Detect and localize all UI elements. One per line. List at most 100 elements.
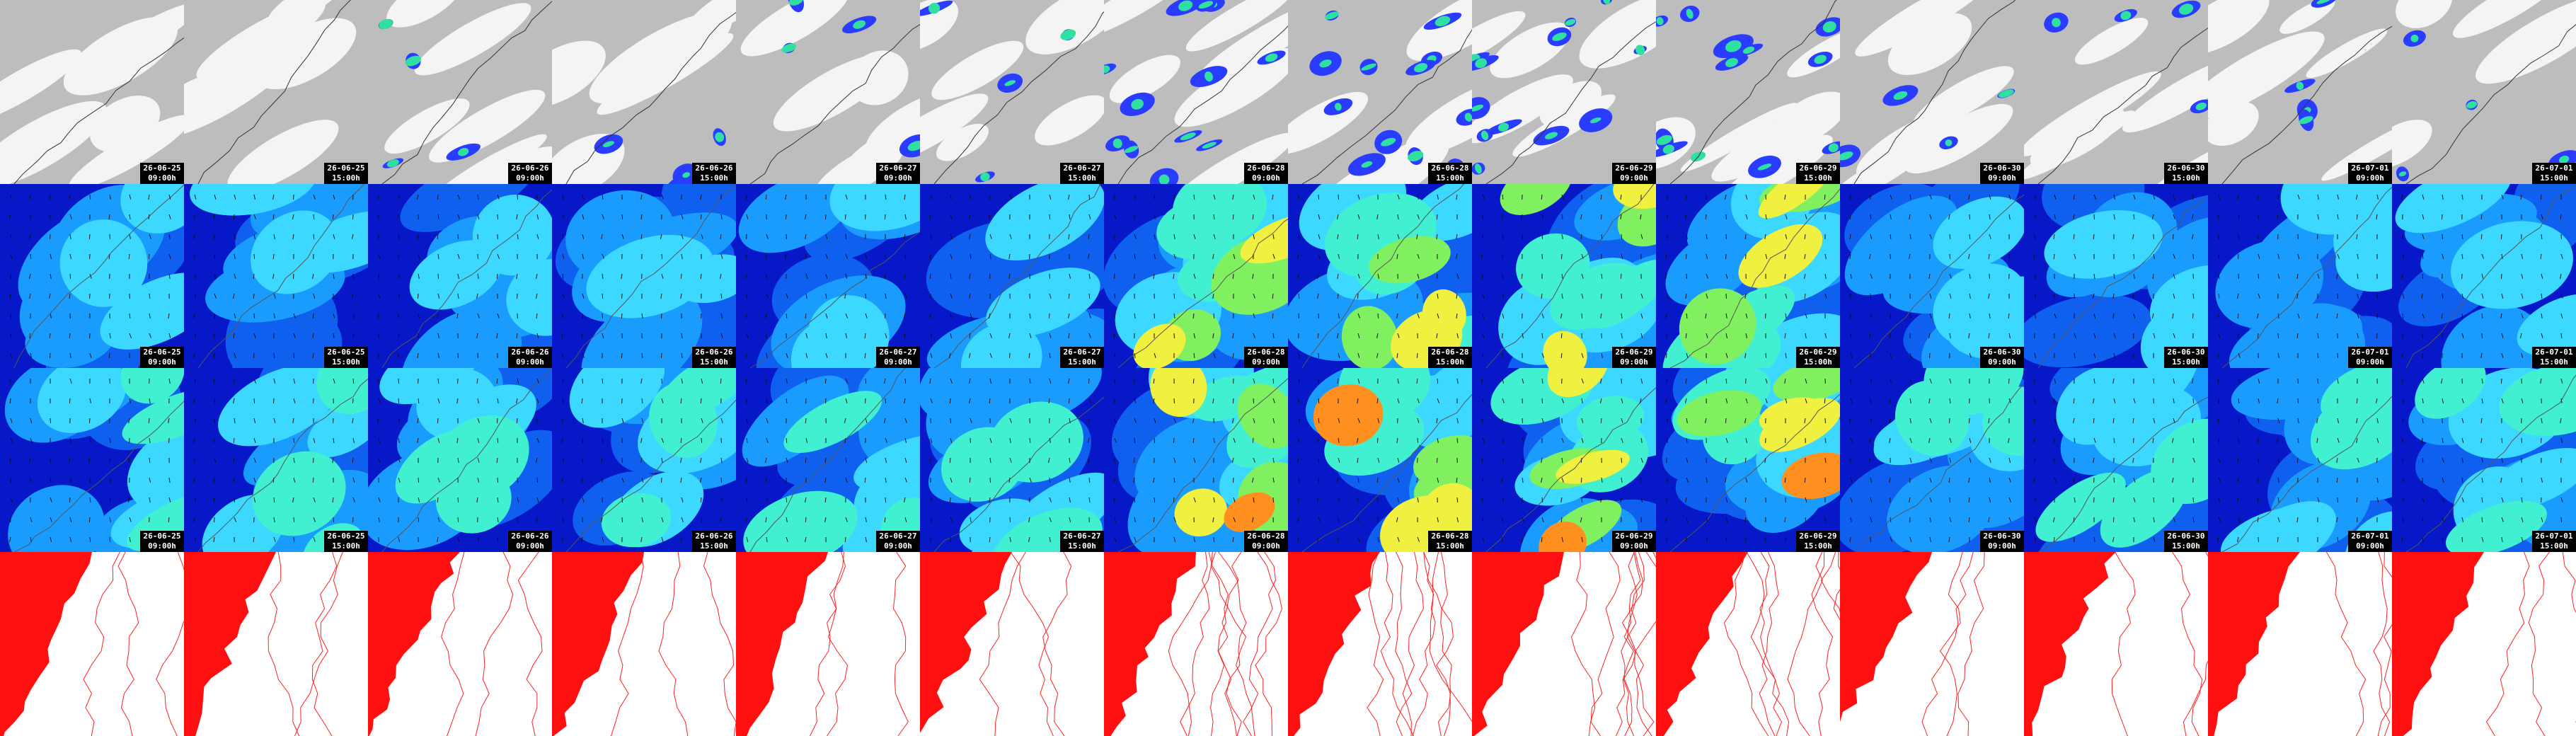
- wind-field: [2517, 294, 2576, 356]
- time-label: 09:00h: [148, 541, 176, 551]
- wind-field: [8, 485, 105, 552]
- wind-arrow: [437, 234, 439, 240]
- wind-arrow: [457, 214, 460, 219]
- wind-arrow: [950, 517, 953, 522]
- isobar: [1590, 552, 1621, 736]
- wind-arrow: [1113, 457, 1115, 464]
- wind-arrow: [2133, 398, 2136, 403]
- wind-arrow: [352, 477, 355, 483]
- wind-field: [1613, 184, 1656, 209]
- wind-arrow: [1069, 273, 1071, 279]
- wind-arrow: [2173, 214, 2175, 219]
- wind-arrow: [2112, 536, 2115, 542]
- wind-arrow: [2113, 194, 2115, 200]
- wind-arrow: [2277, 398, 2279, 403]
- wind-arrow: [2521, 352, 2524, 358]
- wind-field: [2280, 184, 2392, 235]
- wind-arrow: [2113, 333, 2116, 338]
- wind-arrow: [1437, 313, 1439, 318]
- isobar: [1957, 552, 1985, 736]
- wind-arrow: [234, 352, 236, 358]
- isobar: [1255, 552, 1283, 736]
- wind-arrow: [2151, 214, 2154, 219]
- wind-arrow: [2422, 273, 2424, 280]
- wind-arrow: [457, 234, 459, 240]
- wind-arrow: [1376, 293, 1379, 299]
- wind-arrow: [1784, 273, 1786, 279]
- wind-arrow: [352, 497, 355, 502]
- wind-arrow: [562, 253, 565, 259]
- wind-arrow: [1684, 398, 1687, 403]
- wind-field: [660, 368, 736, 417]
- wind-arrow: [602, 333, 604, 338]
- wind-arrow: [929, 253, 931, 260]
- wind-arrow: [602, 378, 604, 384]
- label-box: [876, 163, 920, 184]
- isobar: [2183, 552, 2208, 736]
- wind-arrow: [786, 313, 788, 319]
- wind-arrow: [2376, 418, 2379, 423]
- wind-field: [1422, 289, 1466, 339]
- wind-arrow: [477, 457, 480, 463]
- wind-arrow: [1929, 497, 1932, 502]
- label-box: [2532, 347, 2576, 368]
- wind-arrow: [2152, 273, 2154, 280]
- wind-arrow: [2521, 253, 2524, 259]
- date-label: 26-06-27: [880, 347, 917, 357]
- wind-arrow: [1212, 273, 1214, 279]
- wind-arrow: [2093, 378, 2095, 384]
- wind-arrow: [2401, 536, 2403, 542]
- rain-core: [1544, 132, 1558, 139]
- wind-field: [1156, 197, 1249, 260]
- isobar: [1570, 552, 1596, 736]
- wind-arrow: [313, 293, 316, 299]
- wind-field: [379, 368, 478, 405]
- wind-arrow: [1541, 497, 1543, 503]
- wind-arrow: [562, 214, 565, 219]
- wind-arrow: [2093, 313, 2096, 318]
- wind-arrow: [1377, 536, 1379, 542]
- wind-arrow: [2033, 477, 2035, 483]
- date-label: 26-06-30: [2168, 531, 2205, 541]
- wind-arrow: [1785, 234, 1788, 239]
- wind-arrow: [2093, 234, 2095, 240]
- wind-arrow: [1297, 253, 1299, 259]
- time-label: 09:00h: [516, 357, 544, 367]
- cloud-gap: [1472, 74, 1573, 144]
- wind-arrow: [1989, 214, 1991, 219]
- time-label: 09:00h: [1988, 173, 2016, 183]
- wind-field: [1887, 465, 1997, 552]
- wind-arrow: [1231, 457, 1234, 463]
- wind-arrow: [864, 477, 866, 483]
- isobar: [1627, 552, 1655, 736]
- wind-arrow: [681, 234, 684, 239]
- isobar: [1621, 552, 1643, 736]
- wind-arrow: [2461, 293, 2464, 299]
- wind-arrow: [2316, 418, 2318, 423]
- wind-arrow: [2277, 352, 2279, 358]
- wind-arrow: [1049, 517, 1052, 522]
- wind-arrow: [517, 378, 519, 384]
- rain-core: [2195, 102, 2207, 110]
- wind-arrow: [1134, 194, 1137, 200]
- wind-arrow: [292, 497, 294, 502]
- wind-arrow: [1272, 437, 1275, 443]
- wind-arrow: [950, 194, 952, 200]
- wind-arrow: [766, 352, 768, 358]
- wind-arrow: [536, 273, 538, 279]
- wind-arrow: [640, 378, 643, 384]
- wind-arrow: [1621, 234, 1623, 240]
- wind-arrow: [194, 497, 197, 502]
- wind-arrow: [477, 418, 480, 423]
- wind-arrow: [1665, 253, 1667, 259]
- wind-arrow: [2337, 418, 2340, 423]
- cloud-gap: [2030, 106, 2124, 168]
- wind-arrow: [1969, 457, 1972, 463]
- wind-arrow: [1686, 352, 1689, 358]
- wind-arrow: [2521, 398, 2524, 403]
- wind-arrow: [621, 418, 624, 423]
- rain-core: [2299, 116, 2313, 125]
- wind-arrow: [1437, 378, 1439, 384]
- wind-arrow: [1114, 214, 1117, 219]
